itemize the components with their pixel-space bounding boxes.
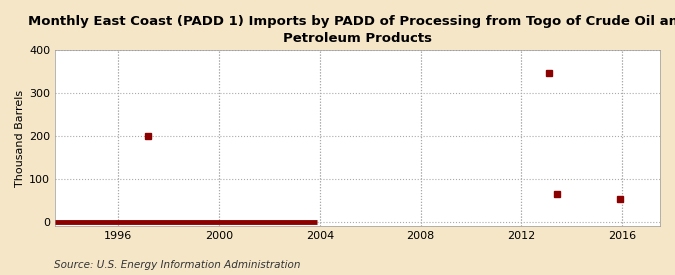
Text: Source: U.S. Energy Information Administration: Source: U.S. Energy Information Administ… <box>54 260 300 270</box>
Title: Monthly East Coast (PADD 1) Imports by PADD of Processing from Togo of Crude Oil: Monthly East Coast (PADD 1) Imports by P… <box>28 15 675 45</box>
Y-axis label: Thousand Barrels: Thousand Barrels <box>15 90 25 187</box>
